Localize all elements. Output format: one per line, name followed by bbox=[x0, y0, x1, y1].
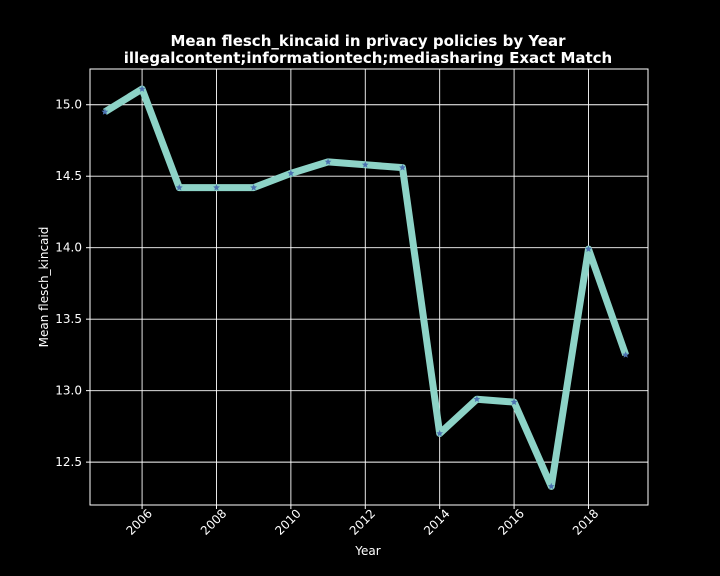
y-axis-label: Mean flesch_kincaid bbox=[37, 227, 51, 348]
data-point bbox=[287, 169, 295, 177]
x-tick-label: 2010 bbox=[272, 506, 303, 537]
data-point bbox=[250, 184, 258, 191]
data-point bbox=[473, 395, 481, 403]
chart-subtitle: illegalcontent;informationtech;mediashar… bbox=[124, 49, 613, 67]
data-point bbox=[547, 482, 555, 490]
y-tick-label: 13.5 bbox=[55, 312, 82, 326]
markers bbox=[101, 85, 630, 490]
data-point bbox=[175, 184, 183, 191]
grid bbox=[90, 69, 648, 505]
y-tick-label: 15.0 bbox=[55, 98, 82, 112]
x-axis-label: Year bbox=[354, 544, 380, 558]
y-tick-label: 14.5 bbox=[55, 169, 82, 183]
plot-area-frame bbox=[89, 68, 649, 506]
x-tick-label: 2008 bbox=[198, 506, 229, 537]
data-point bbox=[138, 85, 146, 92]
data-point bbox=[213, 184, 220, 191]
x-axis-ticks: 2006 2008 2010 2012 2014 2016 2018 bbox=[124, 505, 601, 538]
x-tick-label: 2012 bbox=[347, 506, 378, 537]
data-point bbox=[436, 429, 444, 437]
data-point bbox=[361, 161, 369, 168]
data-point bbox=[101, 108, 109, 115]
y-tick-label: 12.5 bbox=[55, 455, 82, 469]
data-point bbox=[510, 398, 518, 405]
y-axis-ticks: 12.5 13.0 13.5 14.0 14.5 15.0 bbox=[55, 98, 90, 469]
x-tick-label: 2016 bbox=[496, 506, 527, 537]
data-point bbox=[585, 245, 592, 252]
x-tick-label: 2006 bbox=[124, 506, 155, 537]
data-point bbox=[399, 164, 406, 171]
x-tick-label: 2018 bbox=[570, 506, 601, 537]
chart-title: Mean flesch_kincaid in privacy policies … bbox=[170, 32, 566, 50]
data-point bbox=[622, 351, 630, 358]
y-tick-label: 13.0 bbox=[55, 384, 82, 398]
y-tick-label: 14.0 bbox=[55, 241, 82, 255]
x-tick-label: 2014 bbox=[421, 506, 452, 537]
data-point bbox=[324, 158, 332, 165]
